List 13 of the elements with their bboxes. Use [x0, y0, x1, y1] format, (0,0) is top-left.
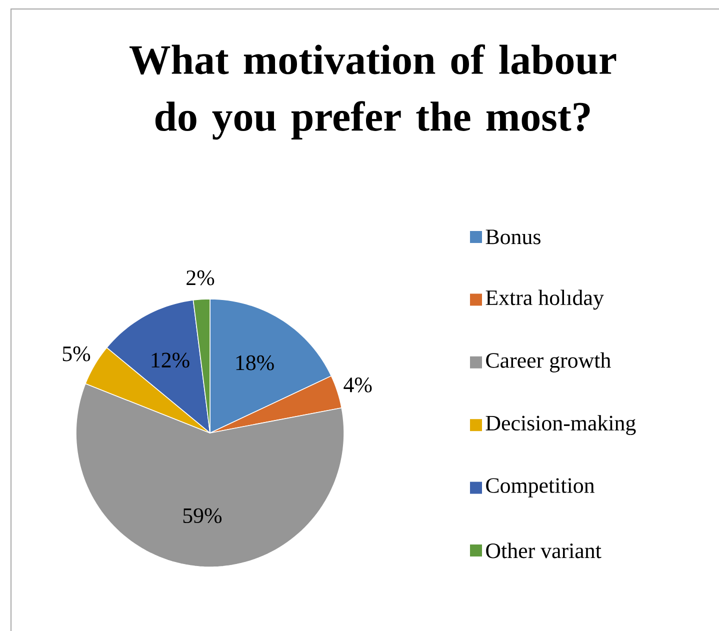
data-label: 5%: [62, 346, 90, 362]
data-label: 18%: [236, 355, 274, 370]
data-label: 12%: [152, 352, 190, 368]
data-label: 4%: [344, 378, 372, 392]
legend-label: Decision-making: [486, 415, 636, 436]
chart-title: What motivation of labour do you prefer the most?: [130, 44, 616, 140]
legend-label: Competition: [486, 478, 594, 498]
data-label: 2%: [186, 270, 214, 286]
legend-label: Bonus: [486, 230, 540, 244]
legend-label: Other variant: [486, 542, 602, 558]
legend-label: Career growth: [486, 352, 611, 372]
legend-label: Extra holıday: [486, 290, 604, 310]
data-label: 59%: [183, 508, 222, 524]
